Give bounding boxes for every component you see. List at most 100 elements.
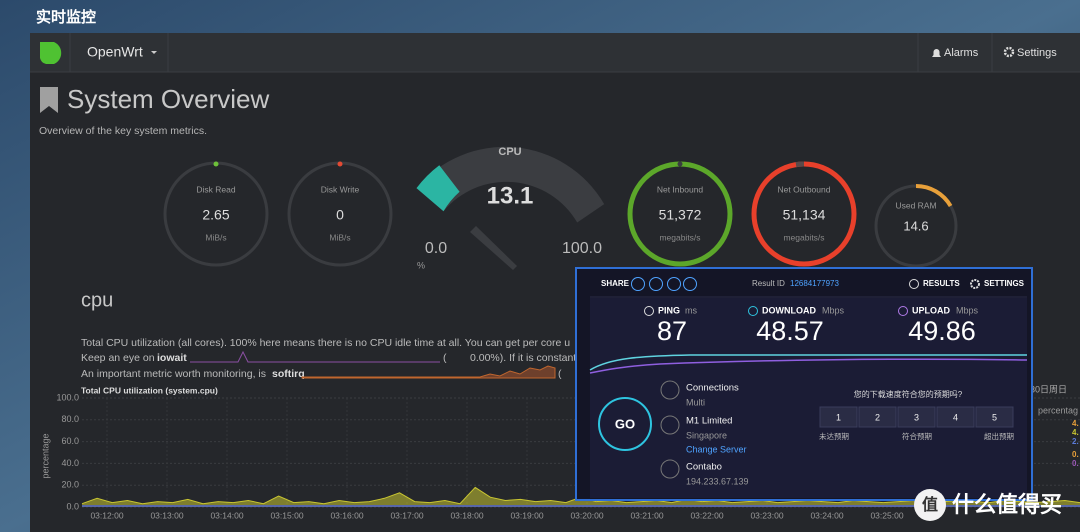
bookmark-icon bbox=[40, 87, 58, 113]
y-tick-label: 20.0 bbox=[61, 480, 79, 490]
gauge-needle bbox=[470, 226, 517, 270]
legend-title: percentag bbox=[1038, 405, 1078, 415]
chart-title: Total CPU utilization (system.cpu) bbox=[81, 385, 218, 395]
go-button[interactable] bbox=[598, 397, 652, 451]
section-text: An important metric worth monitoring, is bbox=[81, 368, 266, 380]
y-tick-label: 40.0 bbox=[61, 458, 79, 468]
gauge-fill bbox=[416, 165, 460, 212]
speedtest-body bbox=[590, 298, 1027, 498]
download-label: DOWNLOAD bbox=[762, 305, 816, 315]
result-label: Result ID bbox=[752, 279, 785, 288]
legend-value: 2. bbox=[1072, 437, 1079, 446]
y-tick-label: 80.0 bbox=[61, 414, 79, 424]
survey-option-label: 2 bbox=[875, 412, 880, 422]
survey-option-label: 5 bbox=[992, 412, 997, 422]
alarms-button[interactable]: Alarms bbox=[944, 47, 979, 59]
share-icon[interactable] bbox=[649, 277, 663, 291]
connections-icon bbox=[660, 380, 680, 400]
upload-unit: Mbps bbox=[956, 305, 979, 315]
y-axis-label: percentage bbox=[40, 433, 50, 478]
share-icon[interactable] bbox=[683, 277, 697, 291]
legend-value: 4. bbox=[1072, 419, 1079, 428]
section-text: Keep an eye on bbox=[81, 352, 155, 364]
survey-option[interactable] bbox=[975, 406, 1014, 428]
gauge-net-outbound: Net Outbound 51,134 megabits/s bbox=[751, 161, 857, 267]
sparkline bbox=[301, 365, 556, 379]
bell-icon bbox=[932, 49, 941, 57]
results-button[interactable]: RESULTS bbox=[923, 279, 960, 288]
gauge-fill bbox=[915, 184, 953, 208]
survey-option[interactable] bbox=[858, 406, 897, 428]
x-tick-label: 03:23:00 bbox=[750, 510, 783, 520]
survey-option[interactable] bbox=[819, 406, 858, 428]
survey-option[interactable] bbox=[936, 406, 975, 428]
gauge-label: Disk Write bbox=[321, 184, 360, 194]
connections-value: Multi bbox=[686, 397, 705, 407]
host-name: Contabo bbox=[686, 462, 722, 473]
gauge-min: 0.0 bbox=[425, 240, 447, 257]
upload-value: 49.86 bbox=[908, 316, 976, 346]
settings-icon bbox=[970, 279, 980, 289]
survey-scale: 符合预期 bbox=[902, 431, 932, 441]
gauge-value: 0 bbox=[336, 207, 344, 223]
navbar bbox=[30, 33, 1080, 72]
upload-graph bbox=[589, 358, 1028, 374]
caret bbox=[151, 51, 157, 54]
section-text: Total CPU utilization (all cores). 100% … bbox=[81, 337, 570, 349]
legend-value: 0. bbox=[1072, 450, 1079, 459]
x-tick-label: 03:25:00 bbox=[870, 510, 903, 520]
gauge-unit: MiB/s bbox=[205, 232, 226, 242]
gauge-label: Net Inbound bbox=[657, 184, 704, 194]
side-date: 30日周日 bbox=[1030, 384, 1067, 394]
download-value: 48.57 bbox=[756, 316, 824, 346]
ping-unit: ms bbox=[685, 305, 697, 315]
ping-value: 87 bbox=[657, 316, 687, 346]
download-graph bbox=[589, 354, 1027, 371]
host-ip: 194.233.67.139 bbox=[686, 476, 749, 486]
x-tick-label: 03:21:00 bbox=[630, 510, 663, 520]
gauge-dot bbox=[337, 161, 343, 167]
gauge-net-inbound: Net Inbound 51,372 megabits/s bbox=[627, 161, 733, 267]
x-tick-label: 03:24:00 bbox=[810, 510, 843, 520]
connections-label: Connections bbox=[686, 383, 739, 394]
legend-value: 4. bbox=[1072, 428, 1079, 437]
change-server[interactable]: Change Server bbox=[686, 444, 747, 454]
x-tick-label: 03:13:00 bbox=[150, 510, 183, 520]
watermark-icon-text: 值 bbox=[922, 495, 938, 514]
gauge-value: 2.65 bbox=[202, 207, 229, 223]
settings-button[interactable]: SETTINGS bbox=[984, 279, 1025, 288]
logo[interactable] bbox=[40, 42, 62, 64]
sparkline bbox=[190, 350, 440, 363]
gauge-used-ram: Used RAM 14.6 bbox=[874, 184, 958, 268]
share-icon[interactable] bbox=[667, 277, 681, 291]
ping-icon bbox=[644, 306, 654, 316]
gauge-value: 51,372 bbox=[659, 207, 702, 223]
x-tick-label: 03:18:00 bbox=[450, 510, 483, 520]
x-tick-label: 03:19:00 bbox=[510, 510, 543, 520]
result-id[interactable]: 12684177973 bbox=[790, 279, 839, 288]
survey-option-label: 4 bbox=[953, 412, 958, 422]
section-text: 0.00%). If it is constanth bbox=[470, 352, 582, 364]
y-tick-label: 0.0 bbox=[66, 501, 79, 511]
share-label: SHARE bbox=[601, 279, 630, 288]
survey-scale: 未达预期 bbox=[819, 431, 849, 441]
x-tick-label: 03:14:00 bbox=[210, 510, 243, 520]
y-tick-label: 60.0 bbox=[61, 436, 79, 446]
survey-options: 1 2 3 4 5 bbox=[819, 406, 1014, 428]
gauge-unit: megabits/s bbox=[659, 232, 700, 242]
settings-button[interactable]: Settings bbox=[1017, 47, 1057, 59]
gauge-label: CPU bbox=[498, 146, 521, 158]
results-icon bbox=[909, 279, 919, 289]
brand[interactable]: OpenWrt bbox=[87, 44, 143, 60]
host-icon bbox=[660, 459, 680, 479]
gauge-gap bbox=[795, 161, 805, 168]
upload-label: UPLOAD bbox=[912, 305, 951, 315]
section-text: ( bbox=[558, 368, 562, 380]
gauge-unit: megabits/s bbox=[783, 232, 824, 242]
share-icon[interactable] bbox=[631, 277, 645, 291]
survey-option[interactable] bbox=[897, 406, 936, 428]
gauge-label: Net Outbound bbox=[778, 184, 831, 194]
section-title: cpu bbox=[81, 289, 113, 311]
